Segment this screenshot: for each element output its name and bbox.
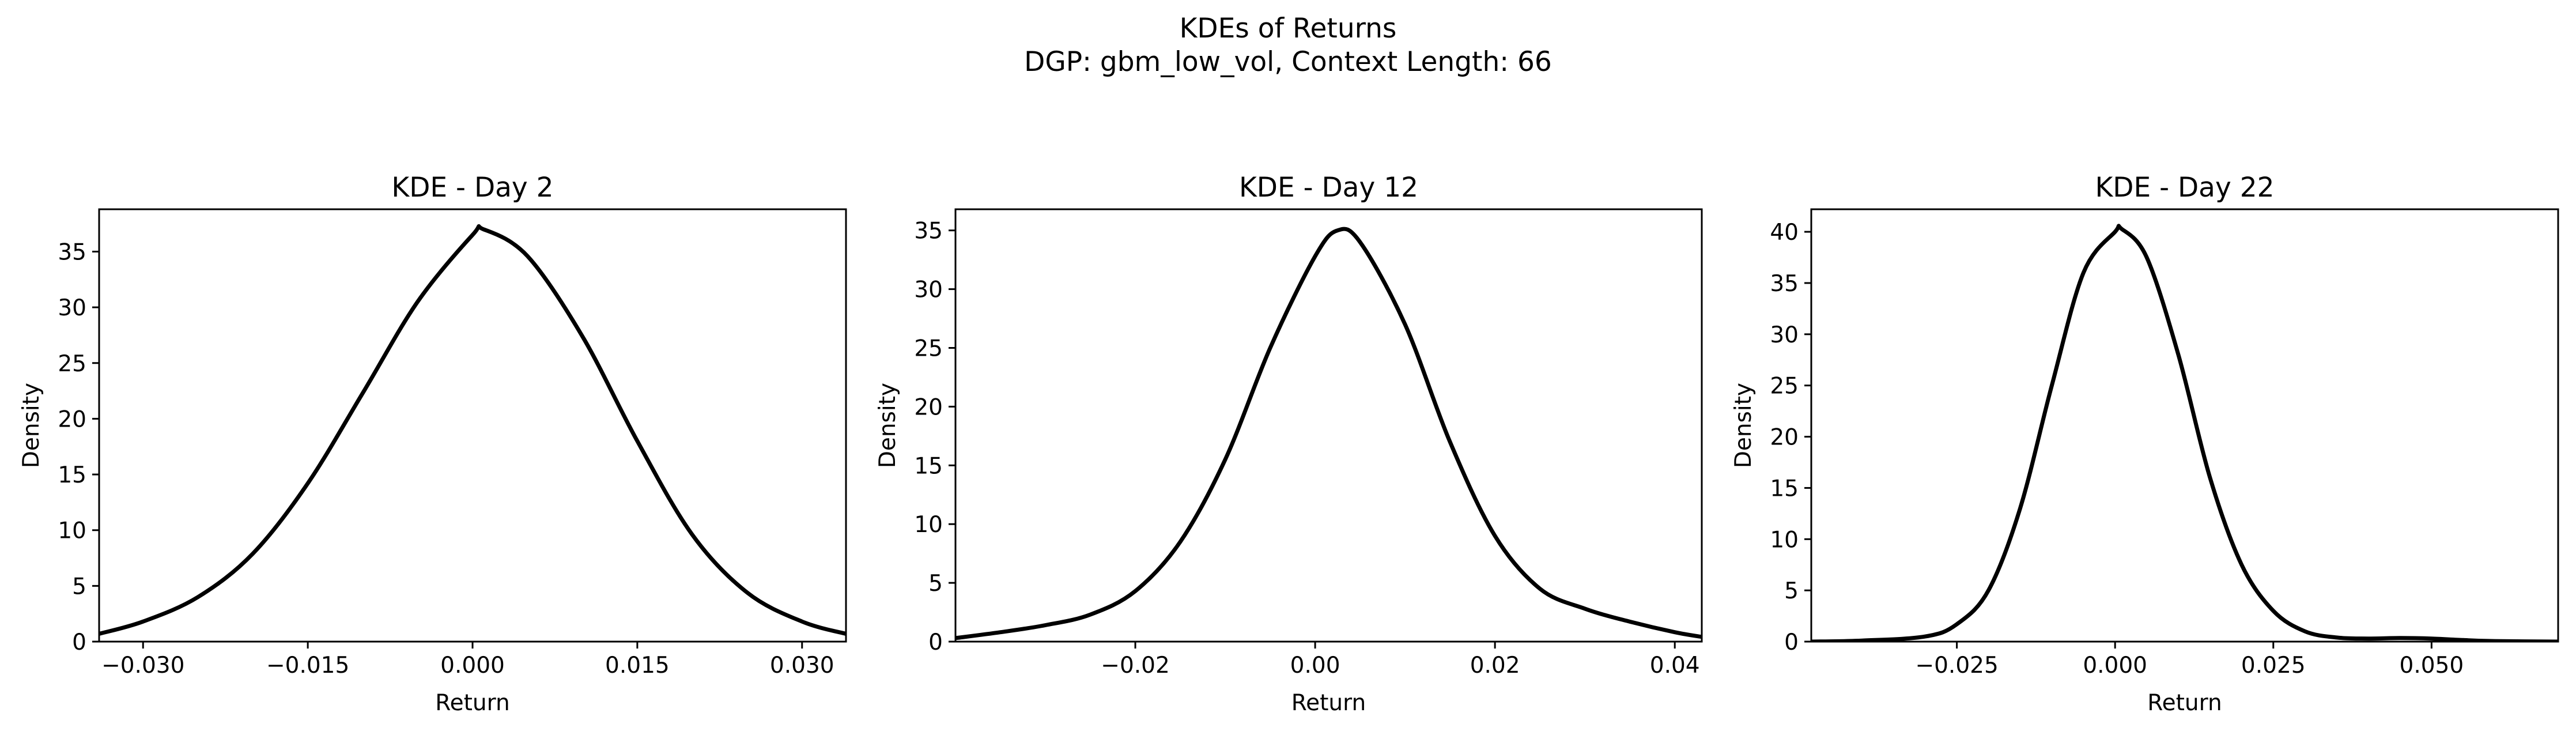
- y-tick-label: 15: [914, 453, 943, 479]
- x-tick-label: 0.030: [770, 653, 834, 679]
- y-tick-label: 10: [58, 518, 86, 544]
- plot-frame: [954, 208, 1703, 643]
- y-tick-label: 35: [58, 239, 86, 265]
- kde-panel-3: KDE - Day 22 −0.025 0.000 0.025 0.050 0 5 10 15 2…: [1731, 172, 2559, 716]
- y-tick-label: 5: [72, 574, 86, 600]
- y-tick-label: 20: [58, 406, 86, 432]
- x-tick-label: 0.050: [2400, 653, 2464, 679]
- y-tick-label: 5: [1784, 578, 1799, 604]
- x-tick-label: 0.02: [1470, 653, 1520, 679]
- y-tick-label: 25: [914, 336, 943, 361]
- x-tick-label: −0.015: [266, 653, 349, 679]
- plot-frame: [98, 208, 847, 643]
- y-tick-label: 20: [1770, 425, 1799, 451]
- x-tick-label: −0.030: [101, 653, 184, 679]
- kde-panel-1: KDE - Day 2 −0.030 −0.015 0.000 0.015 0.030 0 5…: [18, 172, 847, 716]
- figure-title: KDEs of Returns: [1180, 13, 1397, 44]
- x-tick-label: 0.000: [440, 653, 505, 679]
- y-tick-label: 10: [1770, 527, 1799, 553]
- y-tick-label: 20: [914, 394, 943, 420]
- y-tick-label: 10: [914, 512, 943, 538]
- y-tick-label: 15: [1770, 476, 1799, 502]
- plot-frame: [1810, 208, 2559, 643]
- kde-curve: [99, 224, 846, 636]
- y-tick-label: 35: [914, 218, 943, 244]
- y-axis-label: Density: [875, 383, 901, 468]
- kde-panel-2: KDE - Day 12 −0.02 0.00 0.02 0.04 0 5 10 15 20 25 3…: [875, 172, 1703, 716]
- figure-subtitle: DGP: gbm_low_vol, Context Length: 66: [1024, 46, 1552, 78]
- panel-title: KDE - Day 22: [2095, 172, 2274, 203]
- y-axis-label: Density: [18, 383, 44, 468]
- y-tick-label: 30: [1770, 322, 1799, 348]
- x-tick-label: −0.025: [1915, 653, 1998, 679]
- x-axis-label: Return: [2147, 690, 2222, 716]
- y-tick-label: 5: [928, 571, 943, 597]
- x-tick-label: 0.025: [2241, 653, 2306, 679]
- y-tick-label: 0: [72, 630, 86, 655]
- x-tick-label: 0.015: [605, 653, 670, 679]
- x-tick-label: 0.04: [1650, 653, 1700, 679]
- x-axis-label: Return: [435, 690, 509, 716]
- panel-title: KDE - Day 12: [1239, 172, 1418, 203]
- kde-panels: KDE - Day 2−0.030 −0.015 0.000 0.015 0.03005…: [18, 172, 2559, 716]
- kde-curve: [955, 227, 1702, 640]
- y-tick-label: 40: [1770, 220, 1799, 246]
- kde-curve: [1811, 224, 2558, 642]
- x-tick-label: 0.000: [2083, 653, 2147, 679]
- y-tick-label: 30: [58, 295, 86, 321]
- x-axis-label: Return: [1291, 690, 1366, 716]
- x-tick-label: −0.02: [1101, 653, 1170, 679]
- y-tick-label: 15: [58, 462, 86, 488]
- y-tick-label: 0: [928, 630, 943, 655]
- y-tick-label: 0: [1784, 630, 1799, 655]
- x-tick-label: 0.00: [1290, 653, 1340, 679]
- y-tick-label: 30: [914, 277, 943, 303]
- panel-title: KDE - Day 2: [391, 172, 553, 203]
- y-tick-label: 25: [58, 351, 86, 377]
- y-tick-label: 35: [1770, 271, 1799, 297]
- y-tick-label: 25: [1770, 374, 1799, 399]
- y-axis-label: Density: [1731, 383, 1757, 468]
